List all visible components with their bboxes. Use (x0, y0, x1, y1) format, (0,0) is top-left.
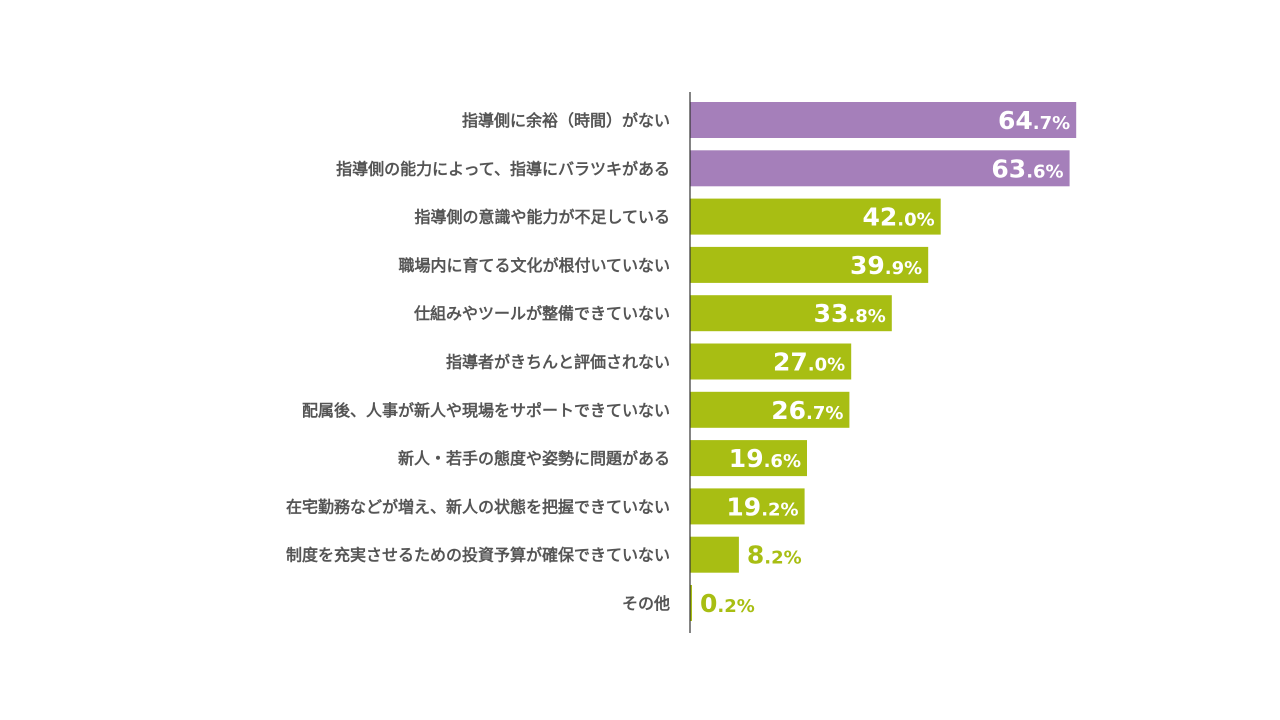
value-labels-layer: 64.7% 63.6% 42.0% 39.9% 33.8% 27.0% 26.7% 19.6%… (700, 106, 1070, 618)
value-label: 39.9% (850, 251, 922, 280)
value-label: 19.6% (729, 444, 801, 473)
value-label: 64.7% (998, 106, 1070, 135)
category-label: その他 (622, 594, 670, 613)
category-label: 指導側の能力によって、指導にバラツキがある (336, 159, 670, 178)
value-label: 27.0% (773, 348, 845, 377)
bar (690, 150, 1070, 187)
value-label: 8.2% (747, 541, 802, 570)
value-label: 0.2% (700, 589, 755, 618)
category-label: 新人・若手の態度や姿勢に問題がある (398, 449, 670, 468)
category-label: 制度を充実させるための投資予算が確保できていない (286, 546, 670, 565)
value-label: 26.7% (771, 396, 843, 425)
bar (690, 102, 1077, 138)
bar (690, 295, 892, 332)
bar (690, 488, 805, 525)
bar (690, 343, 852, 380)
bar (690, 246, 929, 283)
bar (690, 536, 739, 573)
bar (690, 585, 692, 621)
category-label: 指導側の意識や能力が不足している (414, 208, 670, 227)
category-label: 配属後、人事が新人や現場をサポートできていない (302, 401, 670, 420)
category-label: 在宅勤務などが増え、新人の状態を把握できていない (286, 497, 670, 516)
category-label: 職場内に育てる文化が根付いていない (398, 256, 670, 275)
bar (690, 198, 941, 235)
category-label: 仕組みやツールが整備できていない (413, 304, 670, 323)
bar (690, 440, 807, 477)
bars-layer (690, 102, 1077, 621)
bar (690, 391, 850, 428)
value-label: 19.2% (726, 492, 798, 521)
category-labels-layer: 指導側に余裕（時間）がない指導側の能力によって、指導にバラツキがある指導側の意識… (286, 111, 670, 613)
category-label: 指導者がきちんと評価されない (446, 353, 670, 372)
value-label: 42.0% (862, 203, 934, 232)
value-label: 63.6% (991, 154, 1063, 183)
category-label: 指導側に余裕（時間）がない (462, 111, 670, 130)
value-label: 33.8% (814, 299, 886, 328)
